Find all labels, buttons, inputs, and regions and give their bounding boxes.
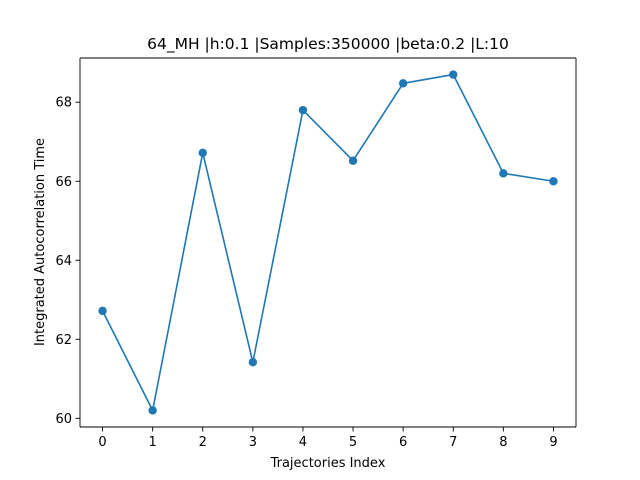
- x-tick-label-1: 1: [149, 435, 157, 450]
- x-tick-label-0: 0: [98, 435, 106, 450]
- y-tick-label-66: 66: [55, 175, 72, 190]
- data-point-5: [348, 156, 358, 165]
- data-point-0: [98, 306, 107, 316]
- x-tick-label-4: 4: [299, 435, 307, 450]
- data-point-6: [398, 79, 408, 88]
- chart-title: 64_MH |h:0.1 |Samples:350000 |beta:0.2 |…: [147, 35, 509, 54]
- x-tick-label-3: 3: [249, 435, 257, 450]
- x-tick-label-8: 8: [499, 435, 507, 450]
- x-tick-label-2: 2: [199, 435, 207, 450]
- y-axis-label: Integrated Autocorrelation Time: [33, 138, 48, 346]
- data-point-8: [499, 169, 508, 178]
- data-point-3: [248, 358, 258, 367]
- x-tick-label-5: 5: [349, 435, 357, 450]
- x-tick-label-6: 6: [399, 435, 407, 450]
- x-axis-label: Trajectories Index: [270, 456, 386, 471]
- y-tick-label-60: 60: [55, 412, 72, 427]
- y-tick-label-64: 64: [55, 254, 72, 269]
- data-point-4: [298, 105, 308, 115]
- x-tick-label-9: 9: [549, 435, 557, 450]
- data-point-9: [549, 177, 558, 186]
- data-point-2: [198, 148, 207, 158]
- y-tick-label-68: 68: [55, 96, 72, 111]
- y-tick-label-62: 62: [55, 333, 72, 348]
- x-tick-label-7: 7: [449, 435, 457, 450]
- series-line-0: [101, 73, 555, 412]
- data-point-1: [148, 406, 157, 415]
- data-point-7: [449, 70, 458, 79]
